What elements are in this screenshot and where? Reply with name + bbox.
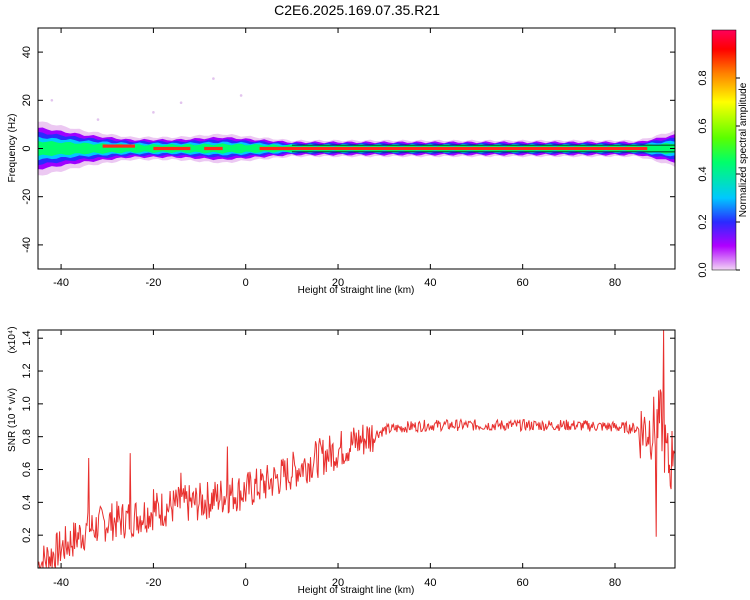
x-tick-label: -40 xyxy=(53,577,69,589)
x-tick-label: 0 xyxy=(243,577,249,589)
colorbar-tick-label: 0.6 xyxy=(697,118,709,133)
colorbar-gradient xyxy=(711,29,737,271)
y-tick-label: 0.2 xyxy=(21,528,33,543)
spectral-peak-segment xyxy=(153,146,191,151)
x-tick-label: 60 xyxy=(517,277,529,289)
figure-title: C2E6.2025.169.07.35.R21 xyxy=(274,2,440,18)
colorbar-tick-label: 0.4 xyxy=(697,166,709,181)
y-tick-label: 40 xyxy=(21,46,33,58)
y-tick-label: 1.0 xyxy=(21,396,33,411)
colorbar-ticks: 0.0 0.2 0.4 0.6 0.8 xyxy=(697,70,740,278)
spectral-speckle xyxy=(212,77,215,80)
snr-panel: -40 -20 0 20 40 60 80 1.4 1.2 1.0 0.8 0.6 0.4 0.2 He… xyxy=(7,326,676,596)
x-tick-label: -20 xyxy=(145,577,161,589)
y-tick-label: 1.2 xyxy=(21,363,33,378)
snr-x-label: Height of straight line (km) xyxy=(298,585,415,596)
snr-x-ticks: -40 -20 0 20 40 60 80 xyxy=(53,330,621,589)
y-tick-label: 0.4 xyxy=(21,495,33,510)
x-tick-label: 40 xyxy=(424,577,436,589)
snr-frame xyxy=(37,329,676,569)
x-tick-label: 40 xyxy=(424,277,436,289)
x-tick-label: 0 xyxy=(243,277,249,289)
x-tick-label: 20 xyxy=(332,577,344,589)
spectrogram-x-label: Height of straight line (km) xyxy=(298,285,415,296)
snr-multiplier: (x10⁴) xyxy=(7,326,18,353)
colorbar-tick-label: 0.8 xyxy=(697,70,709,85)
snr-series-line xyxy=(38,330,675,568)
spectrogram-y-label: Frequency (Hz) xyxy=(7,114,18,183)
spectral-speckle xyxy=(239,94,243,97)
y-tick-label: -20 xyxy=(21,189,33,205)
spectrogram-panel: -40 -20 0 20 40 60 80 40 20 0 -20 -40 Height of st… xyxy=(7,27,676,296)
spectral-peak-segment xyxy=(259,146,648,151)
y-tick-label: 0.6 xyxy=(21,462,33,477)
spectral-speckle xyxy=(179,101,183,105)
snr-y-ticks: 1.4 1.2 1.0 0.8 0.6 0.4 0.2 xyxy=(21,331,675,543)
x-tick-label: 80 xyxy=(609,577,621,589)
y-tick-label: 1.4 xyxy=(21,331,33,346)
spectrogram-marks xyxy=(38,77,675,176)
spectral-peak-segment xyxy=(204,146,223,151)
spectral-speckle xyxy=(50,99,54,102)
x-tick-label: -20 xyxy=(145,277,161,289)
colorbar: 0.0 0.2 0.4 0.6 0.8 Normalized spectral ampl… xyxy=(697,29,749,278)
spectral-peak-segment xyxy=(102,144,135,148)
y-tick-label: 0.8 xyxy=(21,429,33,444)
y-tick-label: 0 xyxy=(21,145,33,151)
spectrogram-x-ticks: -40 -20 0 20 40 60 80 xyxy=(53,28,621,289)
y-tick-label: 20 xyxy=(21,94,33,106)
colorbar-tick-label: 0.0 xyxy=(697,262,709,277)
colorbar-tick-label: 0.2 xyxy=(697,214,709,229)
x-tick-label: 60 xyxy=(517,577,529,589)
colorbar-label: Normalized spectral amplitude xyxy=(738,82,749,217)
x-tick-label: 20 xyxy=(332,277,344,289)
spectral-speckle xyxy=(152,111,155,114)
snr-y-label: SNR (10 * v/v) xyxy=(7,388,18,452)
x-tick-label: -40 xyxy=(53,277,69,289)
spectrogram-y-ticks: 40 20 0 -20 -40 xyxy=(21,46,675,253)
y-tick-label: -40 xyxy=(21,237,33,253)
x-tick-label: 80 xyxy=(609,277,621,289)
spectral-speckle xyxy=(96,118,100,121)
